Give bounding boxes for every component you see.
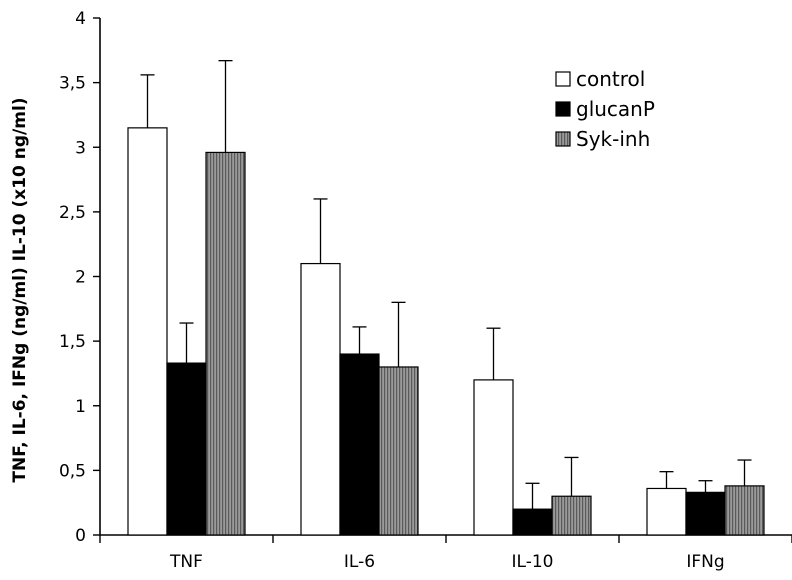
legend-swatch-control — [555, 71, 571, 87]
bar-glucanp-il-6 — [339, 353, 380, 536]
bar-control-il-10 — [473, 379, 514, 536]
y-tick-label: 4 — [75, 9, 86, 29]
y-axis-label: TNF, IL-6, IFNg (ng/ml) IL-10 (x10 ng/ml… — [10, 97, 30, 482]
y-tick-label: 2,5 — [59, 203, 86, 223]
bar-glucanp-tnf — [166, 362, 207, 536]
bar-syk-inh-il-10 — [551, 495, 592, 536]
legend-label-glucanp: glucanP — [576, 97, 655, 121]
bar-glucanp-ifng — [685, 491, 726, 536]
y-tick-label: 0 — [75, 526, 86, 546]
bar-control-ifng — [646, 487, 687, 536]
y-tick-label: 1 — [75, 397, 86, 417]
legend-swatch-glucanp — [555, 101, 571, 117]
x-tick-label: IL-6 — [344, 552, 375, 572]
y-tick-label: 3 — [75, 138, 86, 158]
legend-swatch-syk-inh — [555, 131, 571, 147]
y-tick-label: 3,5 — [59, 74, 86, 94]
bar-control-tnf — [127, 127, 168, 536]
bar-glucanp-il-10 — [512, 508, 553, 536]
bar-syk-inh-tnf — [205, 151, 246, 536]
legend: control glucanP Syk-inh — [555, 67, 655, 151]
x-tick-label: IFNg — [686, 552, 724, 572]
x-tick-label: TNF — [169, 552, 203, 572]
x-tick-label: IL-10 — [512, 552, 554, 572]
y-tick-label: 2 — [75, 268, 86, 288]
y-tick-label: 1,5 — [59, 332, 86, 352]
bar-syk-inh-il-6 — [378, 366, 419, 536]
legend-label-syk-inh: Syk-inh — [576, 127, 650, 151]
bar-syk-inh-ifng — [724, 485, 765, 536]
legend-label-control: control — [576, 67, 645, 91]
plot-area: 0 0,5 1 1,5 2 2,5 3 3,5 4 TNF IL-6 IL-10 IFNg — [59, 9, 792, 572]
bar-control-il-6 — [300, 262, 341, 536]
y-tick-label: 0,5 — [59, 461, 86, 481]
